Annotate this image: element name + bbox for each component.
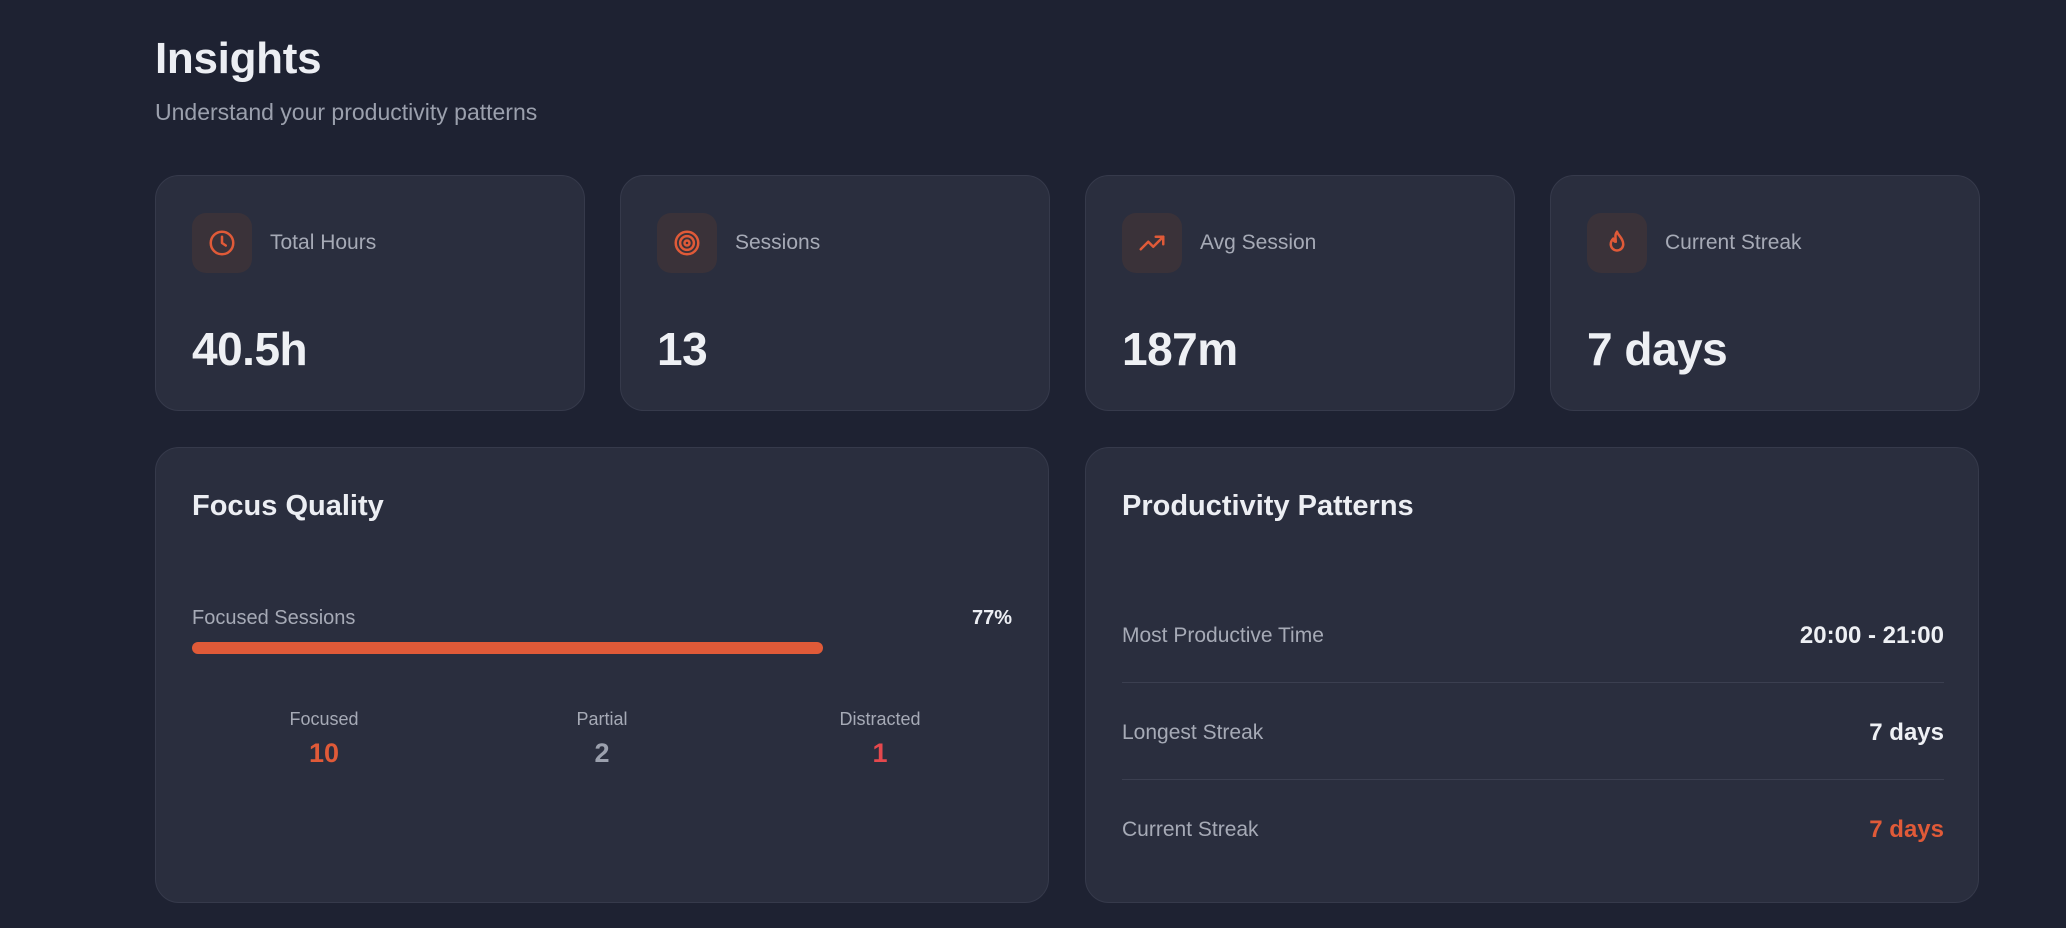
flame-icon <box>1587 213 1647 273</box>
page-title: Insights <box>155 34 322 83</box>
stat-label: Current Streak <box>1665 231 1802 254</box>
focus-quality-panel: Focus Quality Focused Sessions 77% Focus… <box>155 447 1049 903</box>
pattern-row-longest-streak: Longest Streak 7 days <box>1122 683 1944 780</box>
focus-progress-track <box>192 642 1012 654</box>
focus-breakdown-distracted: Distracted 1 <box>780 708 980 770</box>
trending-up-icon <box>1122 213 1182 273</box>
pattern-label: Current Streak <box>1122 818 1259 841</box>
focused-sessions-percent: 77% <box>971 607 1012 629</box>
productivity-patterns-panel: Productivity Patterns Most Productive Ti… <box>1085 447 1979 903</box>
stat-card-total-hours: Total Hours 40.5h <box>155 175 585 411</box>
pattern-value: 7 days <box>1869 816 1944 843</box>
pattern-label: Longest Streak <box>1122 721 1264 744</box>
focused-sessions-label: Focused Sessions <box>192 607 356 629</box>
panel-title: Productivity Patterns <box>1122 490 1414 522</box>
breakdown-label: Partial <box>576 709 628 729</box>
breakdown-value: 2 <box>594 738 610 768</box>
pattern-row-most-productive-time: Most Productive Time 20:00 - 21:00 <box>1122 586 1944 683</box>
stat-label: Sessions <box>735 231 821 254</box>
focus-progress-fill <box>192 642 824 654</box>
pattern-value: 7 days <box>1869 719 1944 746</box>
page-subtitle: Understand your productivity patterns <box>155 99 538 125</box>
breakdown-value: 10 <box>308 738 340 768</box>
breakdown-label: Focused <box>289 709 359 729</box>
stat-value: 7 days <box>1587 323 1728 375</box>
stat-label: Avg Session <box>1200 231 1317 254</box>
panel-title: Focus Quality <box>192 490 384 522</box>
stat-card-avg-session: Avg Session 187m <box>1085 175 1515 411</box>
clock-icon <box>192 213 252 273</box>
stat-card-current-streak: Current Streak 7 days <box>1550 175 1980 411</box>
stat-value: 187m <box>1122 323 1238 375</box>
pattern-row-current-streak: Current Streak 7 days <box>1122 780 1944 877</box>
breakdown-value: 1 <box>872 738 888 768</box>
stat-card-sessions: Sessions 13 <box>620 175 1050 411</box>
pattern-label: Most Productive Time <box>1122 624 1324 647</box>
pattern-value: 20:00 - 21:00 <box>1799 622 1944 649</box>
stat-label: Total Hours <box>270 231 377 254</box>
page-header: Insights Understand your productivity pa… <box>155 30 537 126</box>
focus-breakdown-partial: Partial 2 <box>502 708 702 770</box>
breakdown-label: Distracted <box>839 709 921 729</box>
focus-breakdown-focused: Focused 10 <box>224 708 424 770</box>
target-icon <box>657 213 717 273</box>
stat-value: 40.5h <box>192 323 308 375</box>
stat-value: 13 <box>657 323 708 375</box>
